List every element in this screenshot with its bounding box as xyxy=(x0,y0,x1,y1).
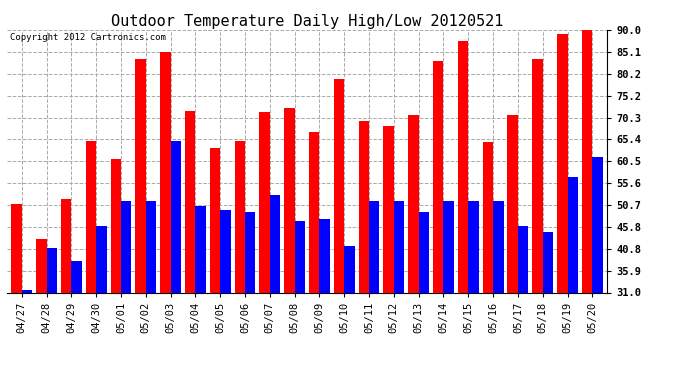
Bar xyxy=(235,141,245,375)
Bar xyxy=(507,116,518,375)
Bar xyxy=(394,201,404,375)
Bar xyxy=(408,114,419,375)
Bar xyxy=(110,159,121,375)
Bar xyxy=(444,201,454,375)
Bar xyxy=(493,201,504,375)
Bar xyxy=(419,212,429,375)
Bar xyxy=(195,206,206,375)
Title: Outdoor Temperature Daily High/Low 20120521: Outdoor Temperature Daily High/Low 20120… xyxy=(111,14,503,29)
Bar xyxy=(384,126,394,375)
Bar xyxy=(582,26,592,375)
Bar xyxy=(309,132,319,375)
Bar xyxy=(47,248,57,375)
Bar xyxy=(146,201,156,375)
Bar xyxy=(71,261,82,375)
Bar xyxy=(170,141,181,375)
Bar xyxy=(483,142,493,375)
Bar xyxy=(121,201,131,375)
Bar xyxy=(245,212,255,375)
Bar xyxy=(210,148,220,375)
Bar xyxy=(135,59,146,375)
Bar xyxy=(557,34,567,375)
Bar xyxy=(185,111,195,375)
Bar xyxy=(259,112,270,375)
Bar xyxy=(458,41,469,375)
Bar xyxy=(359,121,369,375)
Bar xyxy=(334,79,344,375)
Bar xyxy=(270,195,280,375)
Bar xyxy=(319,219,330,375)
Bar xyxy=(11,204,22,375)
Bar xyxy=(36,239,47,375)
Bar xyxy=(369,201,380,375)
Bar xyxy=(22,290,32,375)
Bar xyxy=(86,141,96,375)
Bar xyxy=(543,232,553,375)
Bar xyxy=(220,210,230,375)
Bar xyxy=(295,221,305,375)
Bar xyxy=(469,201,479,375)
Bar xyxy=(284,108,295,375)
Bar xyxy=(344,246,355,375)
Bar xyxy=(567,177,578,375)
Bar xyxy=(433,61,444,375)
Text: Copyright 2012 Cartronics.com: Copyright 2012 Cartronics.com xyxy=(10,33,166,42)
Bar xyxy=(592,157,603,375)
Bar xyxy=(532,59,543,375)
Bar xyxy=(96,226,107,375)
Bar xyxy=(160,52,170,375)
Bar xyxy=(61,199,71,375)
Bar xyxy=(518,226,529,375)
